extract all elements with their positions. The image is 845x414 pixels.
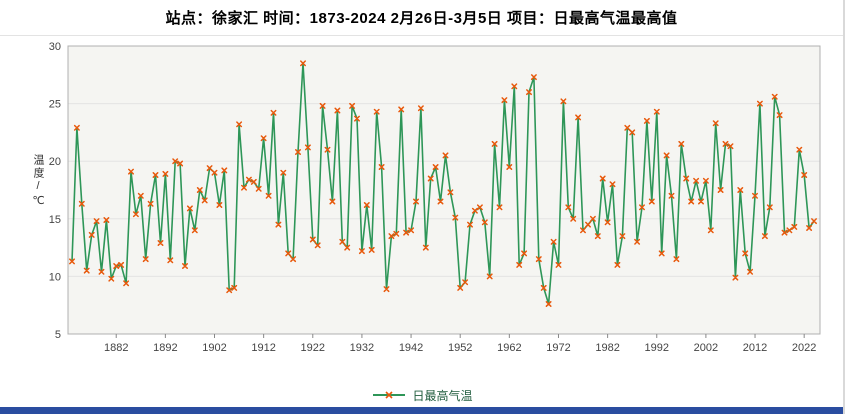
- legend-label: 日最高气温: [412, 388, 473, 403]
- data-point-markers: [69, 60, 817, 307]
- x-tick-label: 1962: [497, 342, 521, 354]
- y-tick-label: 25: [49, 99, 61, 111]
- chart-header: 站点：徐家汇 时间：1873-2024 2月26日-3月5日 项目：日最高气温最…: [0, 0, 843, 36]
- series-line: [71, 62, 815, 305]
- x-tick-label: 1902: [202, 342, 226, 354]
- legend-x-marker-icon: [385, 391, 394, 399]
- x-tick-label: 2002: [694, 342, 718, 354]
- x-tick-label: 1952: [448, 342, 472, 354]
- bottom-bar: [0, 407, 843, 414]
- y-tick-label: 15: [49, 214, 61, 226]
- y-tick-label: 5: [55, 329, 61, 341]
- x-tick-label: 1932: [350, 342, 374, 354]
- y-tick-label: 10: [49, 271, 61, 283]
- x-tick-label: 1892: [153, 342, 177, 354]
- chart-title: 站点：徐家汇 时间：1873-2024 2月26日-3月5日 项目：日最高气温最…: [165, 10, 678, 27]
- x-tick-label: 1972: [546, 342, 570, 354]
- x-tick-label: 1912: [251, 342, 275, 354]
- plot-border: [67, 45, 821, 335]
- y-tick-label: 30: [49, 41, 61, 53]
- x-tick-label: 1922: [301, 342, 325, 354]
- x-tick-label: 1992: [645, 342, 669, 354]
- x-tick-label: 2022: [792, 342, 816, 354]
- legend[interactable]: 日最高气温: [0, 386, 845, 404]
- chart-area: 温度/℃ 5 10 15 20 25 30 1882 1892 1902 1912 1922 1932…: [0, 36, 845, 407]
- x-tick-label: 1982: [595, 342, 619, 354]
- y-tick-label: 20: [49, 156, 61, 168]
- y-axis-label: 温度/℃: [32, 154, 44, 209]
- legend-marker-icon: [373, 391, 406, 399]
- chart-canvas: 5 10 15 20 25 30 1882 1892 1902 1912 1922 1932 1942 1…: [49, 41, 821, 354]
- x-tick-label: 1882: [104, 342, 128, 354]
- x-tick-label: 1942: [399, 342, 423, 354]
- x-tick-label: 2012: [743, 342, 767, 354]
